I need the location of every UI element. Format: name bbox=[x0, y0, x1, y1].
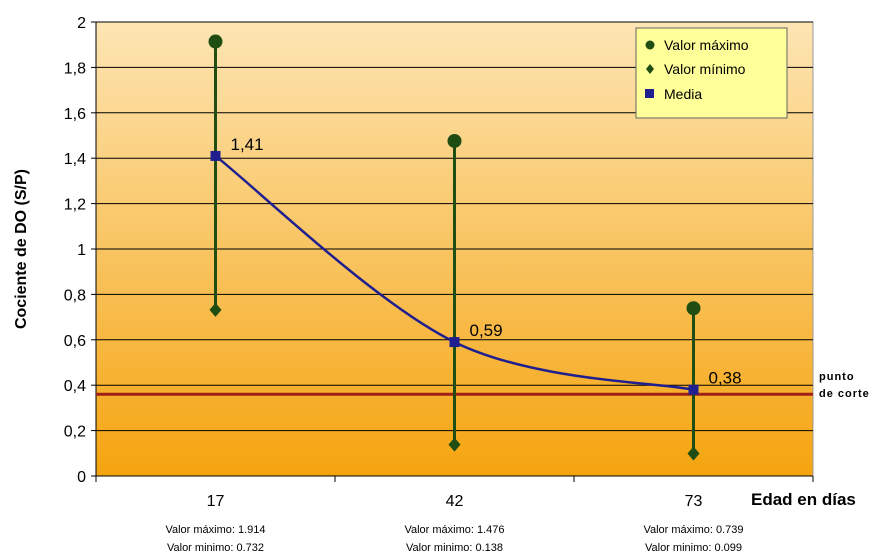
note-max: Valor máximo: 1.476 bbox=[404, 524, 504, 536]
y-tick-label: 0,8 bbox=[64, 287, 86, 304]
y-tick-label: 0 bbox=[77, 469, 86, 486]
note-min: Valor minimo: 0.138 bbox=[406, 542, 503, 554]
y-tick-label: 1 bbox=[77, 242, 86, 259]
note-min: Valor minimo: 0.732 bbox=[167, 542, 264, 554]
data-label: 0,38 bbox=[709, 369, 742, 388]
legend-label: Valor máximo bbox=[664, 37, 749, 53]
legend-label: Media bbox=[664, 86, 702, 102]
data-label: 0,59 bbox=[470, 321, 503, 340]
x-axis-title: Edad en días bbox=[751, 490, 856, 509]
max-point bbox=[208, 34, 223, 49]
y-axis-title: Cociente de DO (S/P) bbox=[13, 169, 30, 329]
y-tick-label: 0,6 bbox=[64, 333, 86, 350]
data-label: 1,41 bbox=[231, 135, 264, 154]
cutoff-label: punto bbox=[819, 371, 855, 383]
legend: Valor máximo Valor mínimo Media bbox=[635, 27, 788, 119]
media-point bbox=[449, 337, 460, 348]
range-bars bbox=[208, 34, 701, 461]
media-series bbox=[210, 150, 699, 395]
data-labels: 1,41 0,59 0,38 bbox=[231, 135, 742, 388]
x-tick-label: 42 bbox=[446, 493, 464, 510]
x-tick-label: 17 bbox=[207, 493, 225, 510]
media-point bbox=[688, 384, 699, 395]
legend-box bbox=[635, 27, 788, 119]
legend-label: Valor mínimo bbox=[664, 61, 746, 77]
y-tick-label: 1,2 bbox=[64, 197, 86, 214]
note-max: Valor máximo: 1.914 bbox=[165, 524, 265, 536]
max-point bbox=[447, 133, 462, 148]
max-point bbox=[686, 301, 701, 316]
min-point bbox=[209, 302, 222, 317]
x-tick-label: 73 bbox=[685, 493, 703, 510]
legend-min-marker bbox=[646, 64, 654, 74]
y-tick-label: 1,6 bbox=[64, 106, 86, 123]
min-point bbox=[687, 446, 700, 461]
legend-media-marker bbox=[645, 89, 654, 98]
media-point bbox=[210, 150, 221, 161]
legend-max-marker bbox=[645, 40, 655, 50]
min-point bbox=[448, 437, 461, 452]
y-axis: 0 0,2 0,4 0,6 0,8 1 1,2 1,4 1,6 1,8 2 bbox=[64, 15, 97, 486]
x-axis: 17 42 73 bbox=[95, 475, 814, 510]
y-tick-label: 1,4 bbox=[64, 151, 86, 168]
y-tick-label: 0,2 bbox=[64, 424, 86, 441]
y-tick-label: 2 bbox=[77, 15, 86, 32]
cutoff-label: de corte bbox=[819, 388, 870, 400]
y-tick-label: 0,4 bbox=[64, 378, 86, 395]
note-max: Valor máximo: 0.739 bbox=[643, 524, 743, 536]
note-min: Valor minimo: 0.099 bbox=[645, 542, 742, 554]
value-notes: Valor máximo: 1.914 Valor minimo: 0.732 Va… bbox=[165, 524, 743, 554]
y-tick-label: 1,8 bbox=[64, 60, 86, 77]
